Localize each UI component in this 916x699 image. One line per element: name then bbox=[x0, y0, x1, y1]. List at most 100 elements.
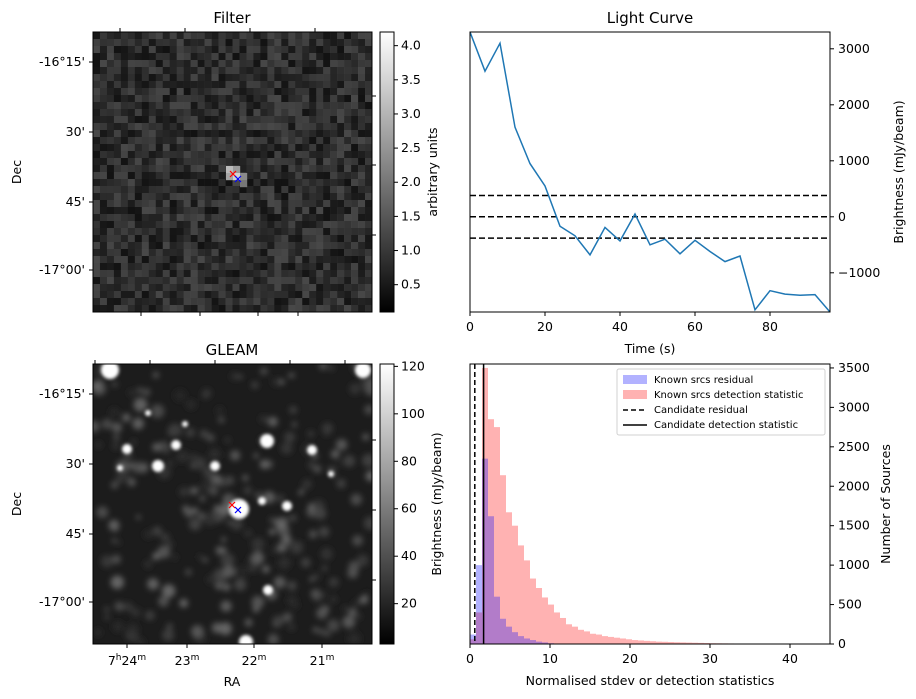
y-tick-label: 0 bbox=[838, 209, 846, 224]
legend-swatch-detection bbox=[623, 390, 647, 399]
residual-bar bbox=[482, 458, 488, 644]
detection-bar bbox=[686, 642, 692, 644]
histogram-legend: Known srcs residual Known srcs detection… bbox=[616, 368, 826, 436]
gleam-title: GLEAM bbox=[206, 341, 259, 359]
ra-tick-label: 21m bbox=[310, 653, 335, 668]
legend-label-detection: Known srcs detection statistic bbox=[654, 390, 803, 401]
detection-bar bbox=[536, 588, 542, 644]
colorbar-tick-label: 60 bbox=[401, 501, 417, 516]
filter-ylabel: Dec bbox=[9, 160, 24, 184]
gleam-colorbar-label: Brightness (mJy/beam) bbox=[429, 432, 444, 575]
light-curve-ylabel: Brightness (mJy/beam) bbox=[891, 100, 906, 243]
filter-source-marker-blue bbox=[234, 175, 242, 183]
colorbar-tick-label: 40 bbox=[401, 548, 417, 563]
dec-tick-label: -16°15' bbox=[39, 386, 85, 401]
histogram-residual-bars bbox=[470, 458, 554, 644]
legend-box bbox=[616, 368, 826, 436]
x-tick-label: 20 bbox=[537, 319, 553, 334]
colorbar-tick-label: 2.5 bbox=[401, 140, 421, 155]
dec-tick-label: 45' bbox=[66, 526, 85, 541]
colorbar-tick-label: 120 bbox=[401, 358, 425, 373]
residual-bar bbox=[530, 640, 536, 644]
detection-bar bbox=[650, 641, 656, 644]
filter-image bbox=[93, 32, 373, 313]
detection-bar bbox=[674, 642, 680, 644]
dec-tick-label: 45' bbox=[66, 194, 85, 209]
filter-dec-axis: -16°15' 30' 45' -17°00' bbox=[39, 54, 93, 277]
detection-bar bbox=[596, 634, 602, 644]
residual-bar bbox=[542, 642, 548, 644]
detection-bar bbox=[548, 604, 554, 644]
gleam-background-noise bbox=[93, 364, 372, 644]
y-tick-label: 1000 bbox=[838, 557, 870, 572]
detection-bar bbox=[614, 637, 620, 644]
detection-bar bbox=[626, 639, 632, 644]
histogram-x-axis: 0 10 20 30 40 bbox=[466, 644, 798, 666]
colorbar-tick-label: 0.5 bbox=[401, 277, 421, 292]
detection-bar bbox=[632, 640, 638, 644]
detection-bar bbox=[656, 641, 662, 644]
x-tick-label: 40 bbox=[782, 651, 798, 666]
colorbar-tick-label: 1.5 bbox=[401, 208, 421, 223]
histogram-xlabel: Normalised stdev or detection statistics bbox=[526, 673, 775, 688]
gleam-dec-axis: -16°15' 30' 45' -17°00' bbox=[39, 386, 93, 609]
detection-bar bbox=[488, 419, 494, 644]
filter-title: Filter bbox=[213, 9, 251, 27]
x-tick-label: 10 bbox=[542, 651, 558, 666]
detection-bar bbox=[470, 639, 476, 644]
y-tick-label: −1000 bbox=[838, 265, 880, 280]
histogram-y-axis: 0 500 1000 1500 2000 2500 3000 3500 bbox=[830, 360, 870, 651]
y-tick-label: 3000 bbox=[838, 41, 870, 56]
dec-tick-label: 30' bbox=[66, 456, 85, 471]
gleam-ra-axis: 7h24m 23m 22m 21m bbox=[94, 360, 346, 668]
histogram-ylabel: Number of Sources bbox=[878, 444, 893, 564]
y-tick-label: 2000 bbox=[838, 478, 870, 493]
detection-bar bbox=[530, 578, 536, 644]
detection-bar bbox=[698, 642, 704, 644]
y-tick-label: 0 bbox=[838, 636, 846, 651]
x-tick-label: 20 bbox=[622, 651, 638, 666]
detection-bar bbox=[518, 545, 524, 644]
detection-bar bbox=[566, 624, 572, 644]
detection-bar bbox=[590, 633, 596, 644]
light-curve-y-axis: 3000 2000 1000 0 −1000 bbox=[830, 41, 880, 280]
gleam-source-marker-red bbox=[228, 501, 236, 509]
colorbar-tick-label: 80 bbox=[401, 453, 417, 468]
light-curve-frame bbox=[469, 31, 831, 313]
y-tick-label: 1500 bbox=[838, 518, 870, 533]
detection-bar bbox=[560, 617, 566, 644]
legend-label-residual: Known srcs residual bbox=[654, 375, 753, 386]
detection-bar bbox=[512, 525, 518, 644]
y-tick-label: 3000 bbox=[838, 399, 870, 414]
detection-bar bbox=[506, 512, 512, 644]
detection-bar bbox=[482, 367, 488, 644]
detection-bar bbox=[680, 642, 686, 644]
detection-bar bbox=[692, 642, 698, 644]
colorbar-tick-label: 3.0 bbox=[401, 106, 421, 121]
gleam-ylabel: Dec bbox=[9, 492, 24, 516]
light-curve-panel: Light Curve 0 20 40 60 80 3000 2000 1000 0 −1000… bbox=[466, 9, 906, 356]
residual-bar bbox=[524, 638, 530, 644]
histogram-frame bbox=[469, 363, 831, 645]
histogram-detection-bars bbox=[470, 367, 830, 644]
gleam-panel: GLEAM -16°15' 30' 45' -17°00' 7h24m 23m 22m 21… bbox=[9, 341, 444, 689]
colorbar-tick-label: 20 bbox=[401, 596, 417, 611]
detection-bar bbox=[554, 612, 560, 644]
residual-bar bbox=[488, 516, 494, 644]
detection-bar bbox=[602, 636, 608, 644]
detection-bar bbox=[572, 626, 578, 644]
x-tick-label: 0 bbox=[466, 319, 474, 334]
ra-tick-label: 7h24m bbox=[108, 653, 146, 668]
detection-bar bbox=[542, 597, 548, 644]
light-curve-series bbox=[470, 32, 830, 312]
ra-tick-label: 23m bbox=[175, 653, 200, 668]
detection-bar bbox=[524, 560, 530, 644]
light-curve-threshold-lines bbox=[470, 194, 830, 239]
colorbar-tick-label: 1.0 bbox=[401, 243, 421, 258]
filter-colorbar bbox=[379, 31, 395, 313]
detection-bar bbox=[494, 427, 500, 644]
dec-tick-label: -16°15' bbox=[39, 54, 85, 69]
y-tick-label: 2000 bbox=[838, 97, 870, 112]
residual-bar bbox=[494, 596, 500, 644]
detection-bar bbox=[638, 640, 644, 644]
